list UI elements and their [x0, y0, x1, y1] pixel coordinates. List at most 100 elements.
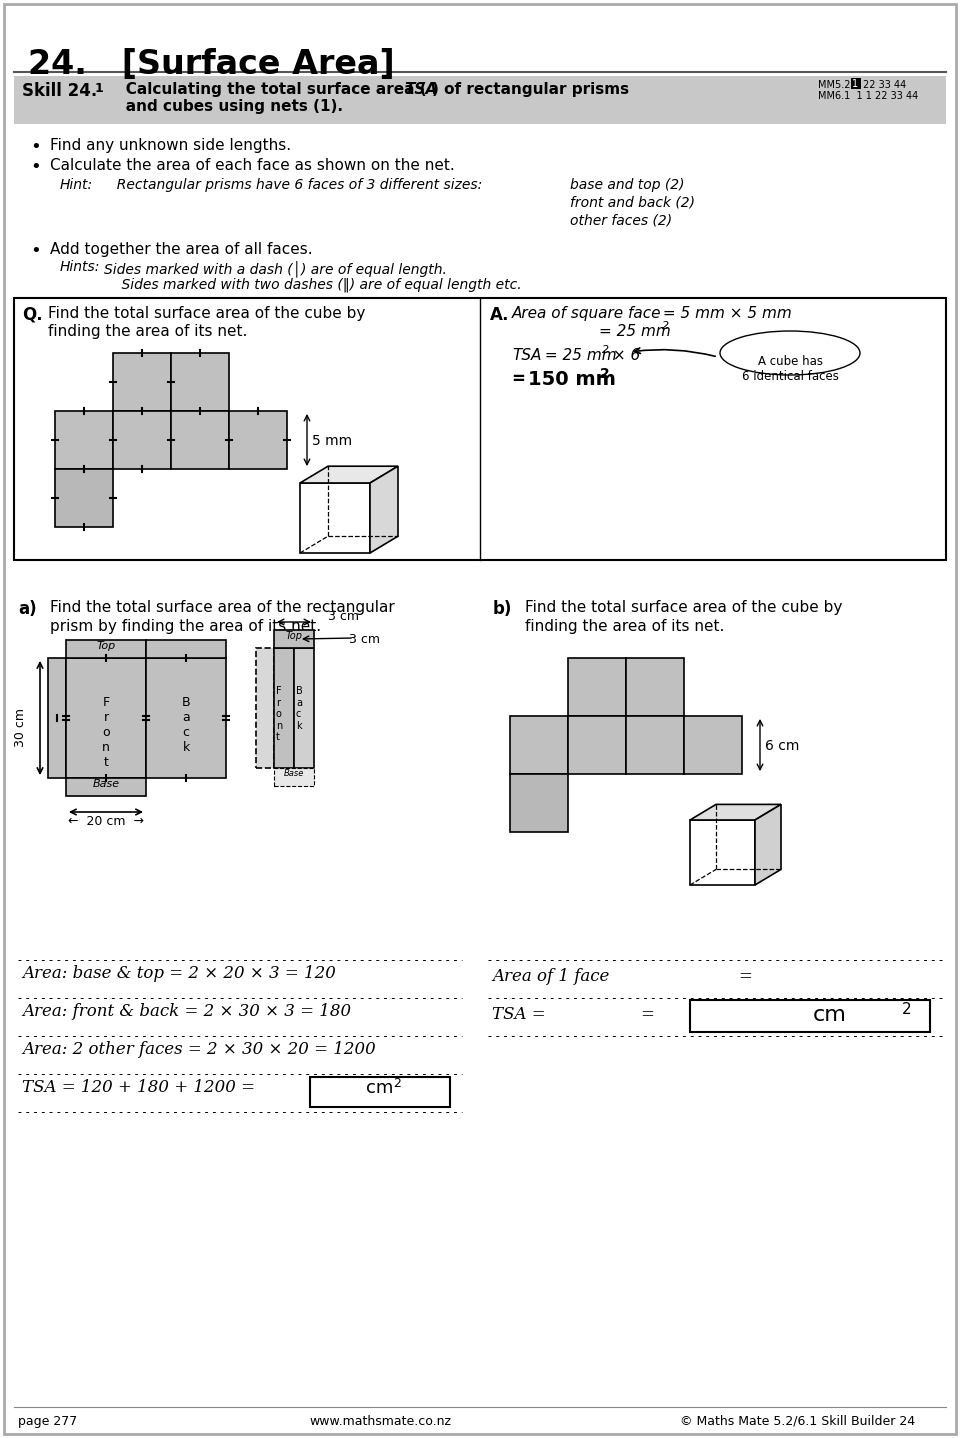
Text: 2: 2	[662, 321, 669, 331]
Ellipse shape	[720, 331, 860, 375]
FancyBboxPatch shape	[684, 716, 742, 774]
Text: = 25 mm: = 25 mm	[599, 324, 671, 339]
Text: Sides marked with two dashes (‖) are of equal length etc.: Sides marked with two dashes (‖) are of …	[104, 278, 521, 292]
Text: 2: 2	[602, 345, 610, 355]
Text: 150 mm: 150 mm	[528, 370, 616, 390]
Text: 30 cm: 30 cm	[13, 707, 27, 746]
Text: F
r
o
n
t: F r o n t	[102, 696, 110, 769]
Text: front and back (2): front and back (2)	[570, 196, 695, 210]
Text: Skill 24.: Skill 24.	[22, 82, 97, 101]
Text: © Maths Mate 5.2/6.1 Skill Builder 24: © Maths Mate 5.2/6.1 Skill Builder 24	[680, 1415, 915, 1428]
Text: base and top (2): base and top (2)	[570, 178, 684, 193]
FancyBboxPatch shape	[66, 778, 146, 797]
Text: Base: Base	[284, 769, 304, 778]
Text: Find the total surface area of the rectangular: Find the total surface area of the recta…	[50, 600, 395, 615]
Polygon shape	[755, 804, 781, 884]
FancyBboxPatch shape	[274, 630, 314, 649]
Text: ←  20 cm  →: ← 20 cm →	[68, 815, 144, 828]
Text: 6 cm: 6 cm	[765, 739, 800, 754]
Text: 3 cm: 3 cm	[349, 633, 380, 646]
FancyBboxPatch shape	[229, 411, 287, 469]
Text: 1: 1	[852, 79, 858, 89]
Text: =: =	[512, 370, 532, 388]
Text: 2: 2	[902, 1002, 912, 1017]
FancyBboxPatch shape	[14, 298, 946, 559]
FancyBboxPatch shape	[274, 768, 314, 787]
Text: TSA: TSA	[404, 82, 437, 96]
Text: MM6.1  1 1 22 33 44: MM6.1 1 1 22 33 44	[818, 91, 919, 101]
Text: TSA =: TSA =	[492, 1007, 545, 1022]
Text: 2: 2	[393, 1077, 401, 1090]
Text: Top: Top	[96, 641, 115, 651]
FancyBboxPatch shape	[66, 659, 146, 778]
Text: 22 33 44: 22 33 44	[863, 81, 906, 91]
Text: Top: Top	[285, 631, 302, 641]
FancyBboxPatch shape	[510, 716, 568, 774]
Text: and cubes using nets (1).: and cubes using nets (1).	[110, 99, 343, 114]
Text: Rectangular prisms have 6 faces of 3 different sizes:: Rectangular prisms have 6 faces of 3 dif…	[108, 178, 482, 193]
Text: cm: cm	[813, 1005, 847, 1025]
FancyBboxPatch shape	[66, 640, 146, 659]
Text: TSA: TSA	[512, 348, 541, 362]
Polygon shape	[370, 466, 398, 554]
FancyBboxPatch shape	[14, 76, 946, 124]
Text: MM5.2: MM5.2	[818, 81, 851, 91]
FancyBboxPatch shape	[256, 649, 274, 768]
Text: A.: A.	[490, 306, 510, 324]
FancyBboxPatch shape	[48, 659, 66, 778]
Text: Sides marked with a dash (│) are of equal length.: Sides marked with a dash (│) are of equa…	[104, 260, 446, 276]
FancyBboxPatch shape	[171, 411, 229, 469]
FancyBboxPatch shape	[626, 716, 684, 774]
Text: F
r
o
n
t: F r o n t	[276, 686, 282, 742]
FancyBboxPatch shape	[113, 352, 171, 411]
Text: B
a
c
k: B a c k	[181, 696, 190, 754]
FancyBboxPatch shape	[300, 483, 370, 554]
Text: 24.   [Surface Area]: 24. [Surface Area]	[28, 47, 395, 81]
Text: Area of 1 face: Area of 1 face	[492, 968, 610, 985]
Text: Hint:: Hint:	[60, 178, 93, 193]
Text: finding the area of its net.: finding the area of its net.	[48, 324, 248, 339]
Polygon shape	[690, 804, 781, 820]
Text: =: =	[738, 968, 752, 985]
Text: Find any unknown side lengths.: Find any unknown side lengths.	[50, 138, 291, 152]
Text: Area of square face: Area of square face	[512, 306, 661, 321]
Text: Calculate the area of each face as shown on the net.: Calculate the area of each face as shown…	[50, 158, 455, 173]
Text: •: •	[30, 158, 40, 175]
Text: Hints:: Hints:	[60, 260, 101, 275]
Polygon shape	[300, 466, 398, 483]
Text: ) of rectangular prisms: ) of rectangular prisms	[432, 82, 629, 96]
Text: = 5 mm × 5 mm: = 5 mm × 5 mm	[658, 306, 792, 321]
Text: B
a
c
k: B a c k	[296, 686, 302, 731]
FancyBboxPatch shape	[568, 716, 626, 774]
FancyBboxPatch shape	[690, 999, 930, 1032]
Text: × 6: × 6	[608, 348, 640, 362]
FancyBboxPatch shape	[294, 649, 314, 768]
Text: www.mathsmate.co.nz: www.mathsmate.co.nz	[309, 1415, 451, 1428]
Text: •: •	[30, 242, 40, 260]
Text: 5 mm: 5 mm	[312, 434, 352, 449]
Text: Area: base & top = 2 × 20 × 3 = 120: Area: base & top = 2 × 20 × 3 = 120	[22, 965, 336, 982]
Text: 2: 2	[600, 367, 610, 381]
Text: prism by finding the area of its net.: prism by finding the area of its net.	[50, 618, 322, 634]
FancyBboxPatch shape	[568, 659, 626, 716]
Text: other faces (2): other faces (2)	[570, 214, 672, 229]
Text: cm: cm	[367, 1078, 394, 1097]
Text: •: •	[30, 138, 40, 155]
Text: Find the total surface area of the cube by: Find the total surface area of the cube …	[525, 600, 842, 615]
Text: 1: 1	[95, 82, 104, 95]
Text: a): a)	[18, 600, 36, 618]
FancyBboxPatch shape	[510, 774, 568, 833]
FancyBboxPatch shape	[851, 78, 861, 89]
Text: finding the area of its net.: finding the area of its net.	[525, 618, 725, 634]
Text: A cube has
6 identical faces: A cube has 6 identical faces	[741, 355, 838, 383]
FancyBboxPatch shape	[55, 469, 113, 526]
Text: =: =	[640, 1007, 654, 1022]
Text: 3 cm: 3 cm	[324, 610, 359, 623]
Text: page 277: page 277	[18, 1415, 77, 1428]
FancyBboxPatch shape	[146, 659, 226, 778]
Text: TSA = 120 + 180 + 1200 =: TSA = 120 + 180 + 1200 =	[22, 1078, 255, 1096]
Text: Base: Base	[92, 779, 120, 789]
Text: Add together the area of all faces.: Add together the area of all faces.	[50, 242, 313, 257]
Text: b): b)	[493, 600, 513, 618]
FancyBboxPatch shape	[310, 1077, 450, 1107]
